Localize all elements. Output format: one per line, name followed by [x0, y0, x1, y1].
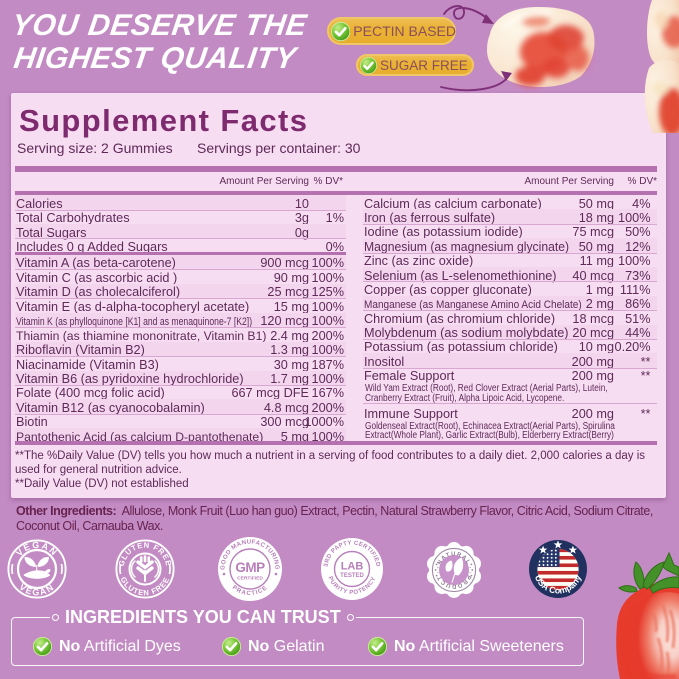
svg-text:VEGAN: VEGAN — [17, 582, 56, 598]
svg-text:VEGAN: VEGAN — [14, 540, 60, 558]
svg-text:GMP: GMP — [235, 560, 265, 575]
svg-text:TESTED: TESTED — [340, 573, 364, 579]
svg-text:CERTIFIED: CERTIFIED — [237, 576, 263, 582]
svg-text:LAB: LAB — [341, 561, 364, 573]
